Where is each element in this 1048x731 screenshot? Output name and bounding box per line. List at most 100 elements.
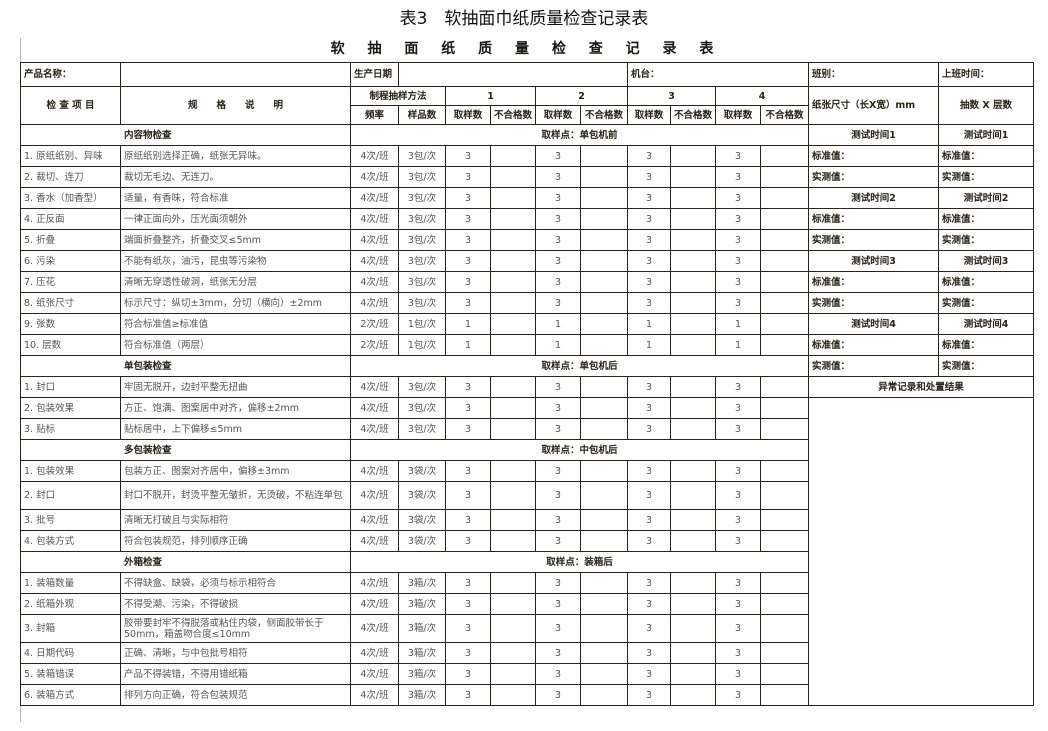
failed-input[interactable] xyxy=(490,663,536,685)
failed-input[interactable] xyxy=(670,663,716,685)
failed-input[interactable] xyxy=(670,530,716,552)
value-field[interactable]: 标准值： xyxy=(808,334,939,356)
failed-input[interactable] xyxy=(760,530,809,552)
failed-input[interactable] xyxy=(670,593,716,615)
failed-input[interactable] xyxy=(760,572,809,594)
failed-input[interactable] xyxy=(760,418,809,440)
failed-input[interactable] xyxy=(760,614,809,643)
failed-input[interactable] xyxy=(580,460,628,482)
value-field[interactable]: 标准值： xyxy=(808,145,939,167)
failed-input[interactable] xyxy=(760,663,809,685)
failed-input[interactable] xyxy=(580,593,628,615)
failed-input[interactable] xyxy=(490,530,536,552)
failed-input[interactable] xyxy=(580,187,628,209)
value-field[interactable]: 实测值： xyxy=(808,166,939,188)
failed-input[interactable] xyxy=(760,166,809,188)
failed-input[interactable] xyxy=(580,642,628,664)
failed-input[interactable] xyxy=(580,145,628,167)
failed-input[interactable] xyxy=(670,271,716,293)
failed-input[interactable] xyxy=(490,313,536,335)
failed-input[interactable] xyxy=(760,208,809,230)
failed-input[interactable] xyxy=(760,642,809,664)
production-date-field[interactable] xyxy=(398,62,628,87)
failed-input[interactable] xyxy=(490,460,536,482)
failed-input[interactable] xyxy=(670,229,716,251)
failed-input[interactable] xyxy=(670,642,716,664)
failed-input[interactable] xyxy=(670,418,716,440)
value-field[interactable]: 实测值： xyxy=(938,292,1034,314)
failed-input[interactable] xyxy=(670,572,716,594)
failed-input[interactable] xyxy=(670,187,716,209)
failed-input[interactable] xyxy=(580,271,628,293)
failed-input[interactable] xyxy=(490,187,536,209)
failed-input[interactable] xyxy=(670,313,716,335)
failed-input[interactable] xyxy=(580,530,628,552)
failed-input[interactable] xyxy=(580,250,628,272)
failed-input[interactable] xyxy=(670,292,716,314)
failed-input[interactable] xyxy=(490,166,536,188)
abnormal-record-field[interactable] xyxy=(808,397,1034,706)
failed-input[interactable] xyxy=(760,229,809,251)
failed-input[interactable] xyxy=(670,208,716,230)
failed-input[interactable] xyxy=(490,572,536,594)
value-field[interactable]: 标准值： xyxy=(938,208,1034,230)
failed-input[interactable] xyxy=(760,334,809,356)
failed-input[interactable] xyxy=(490,376,536,398)
value-field[interactable]: 实测值： xyxy=(808,229,939,251)
failed-input[interactable] xyxy=(580,229,628,251)
failed-input[interactable] xyxy=(580,292,628,314)
failed-input[interactable] xyxy=(760,313,809,335)
failed-input[interactable] xyxy=(490,684,536,706)
failed-input[interactable] xyxy=(670,481,716,510)
failed-input[interactable] xyxy=(760,292,809,314)
failed-input[interactable] xyxy=(490,292,536,314)
failed-input[interactable] xyxy=(670,397,716,419)
failed-input[interactable] xyxy=(760,509,809,531)
failed-input[interactable] xyxy=(580,397,628,419)
value-field[interactable]: 实测值： xyxy=(808,355,939,377)
failed-input[interactable] xyxy=(670,145,716,167)
failed-input[interactable] xyxy=(760,376,809,398)
failed-input[interactable] xyxy=(490,334,536,356)
failed-input[interactable] xyxy=(760,397,809,419)
failed-input[interactable] xyxy=(760,250,809,272)
failed-input[interactable] xyxy=(490,614,536,643)
value-field[interactable]: 实测值： xyxy=(808,292,939,314)
failed-input[interactable] xyxy=(580,481,628,510)
failed-input[interactable] xyxy=(670,376,716,398)
failed-input[interactable] xyxy=(760,460,809,482)
product-name-field[interactable] xyxy=(120,62,351,87)
failed-input[interactable] xyxy=(490,271,536,293)
failed-input[interactable] xyxy=(670,334,716,356)
failed-input[interactable] xyxy=(760,593,809,615)
value-field[interactable]: 实测值： xyxy=(938,355,1034,377)
failed-input[interactable] xyxy=(760,145,809,167)
failed-input[interactable] xyxy=(760,187,809,209)
failed-input[interactable] xyxy=(580,684,628,706)
failed-input[interactable] xyxy=(490,229,536,251)
failed-input[interactable] xyxy=(760,271,809,293)
failed-input[interactable] xyxy=(580,334,628,356)
failed-input[interactable] xyxy=(580,208,628,230)
failed-input[interactable] xyxy=(670,460,716,482)
failed-input[interactable] xyxy=(490,642,536,664)
failed-input[interactable] xyxy=(490,593,536,615)
failed-input[interactable] xyxy=(580,663,628,685)
failed-input[interactable] xyxy=(670,614,716,643)
value-field[interactable]: 标准值： xyxy=(938,271,1034,293)
failed-input[interactable] xyxy=(670,684,716,706)
failed-input[interactable] xyxy=(580,376,628,398)
failed-input[interactable] xyxy=(760,481,809,510)
failed-input[interactable] xyxy=(670,250,716,272)
failed-input[interactable] xyxy=(490,145,536,167)
failed-input[interactable] xyxy=(490,397,536,419)
failed-input[interactable] xyxy=(580,509,628,531)
failed-input[interactable] xyxy=(580,313,628,335)
failed-input[interactable] xyxy=(490,509,536,531)
failed-input[interactable] xyxy=(580,572,628,594)
failed-input[interactable] xyxy=(580,166,628,188)
failed-input[interactable] xyxy=(490,250,536,272)
value-field[interactable]: 实测值： xyxy=(938,229,1034,251)
failed-input[interactable] xyxy=(670,509,716,531)
failed-input[interactable] xyxy=(490,418,536,440)
